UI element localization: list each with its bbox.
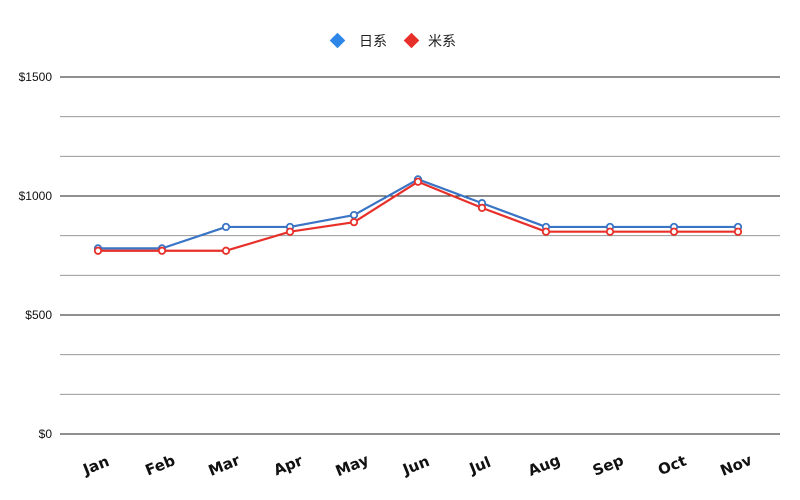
data-point [477, 203, 487, 212]
series-1 [93, 177, 743, 255]
series-0 [93, 175, 743, 253]
x-tick-label: Oct [655, 452, 688, 479]
data-point [349, 218, 359, 227]
series-line [98, 178, 738, 250]
data-point [733, 227, 743, 236]
x-tick-label: May [333, 451, 372, 481]
data-point [541, 227, 551, 236]
x-axis: Jan Feb Mar Apr May Jun Jul Aug Sep Oct Nov [80, 451, 755, 481]
grid [60, 76, 780, 435]
y-axis: $0 $500 $1000 $1500 [19, 70, 53, 441]
x-tick-label: Mar [206, 451, 243, 480]
x-tick-label: Jun [399, 452, 432, 479]
legend-label-0: 日系 [359, 34, 387, 50]
series-layer [93, 175, 743, 255]
data-point [157, 246, 167, 255]
legend-label-1: 米系 [428, 34, 456, 50]
legend: 日系 米系 [329, 32, 456, 50]
series-line [98, 180, 738, 252]
y-tick-label: $1000 [19, 189, 53, 203]
y-tick-label: $500 [25, 308, 52, 322]
data-point [221, 222, 231, 232]
data-point [285, 227, 295, 236]
data-point [93, 246, 103, 255]
data-point [221, 246, 231, 255]
legend-marker-0 [329, 32, 346, 49]
data-point [605, 227, 615, 236]
data-point [413, 177, 423, 186]
y-tick-label: $0 [39, 427, 53, 441]
x-tick-label: Sep [590, 451, 626, 480]
x-tick-label: Apr [271, 451, 306, 479]
x-tick-label: Aug [525, 451, 562, 480]
x-tick-label: Nov [718, 451, 755, 480]
data-point [349, 210, 359, 220]
legend-marker-1 [403, 32, 420, 49]
x-tick-label: Jul [466, 453, 494, 478]
data-point [669, 227, 679, 236]
y-tick-label: $1500 [19, 70, 53, 84]
x-tick-label: Feb [143, 451, 178, 479]
x-tick-label: Jan [80, 452, 112, 479]
